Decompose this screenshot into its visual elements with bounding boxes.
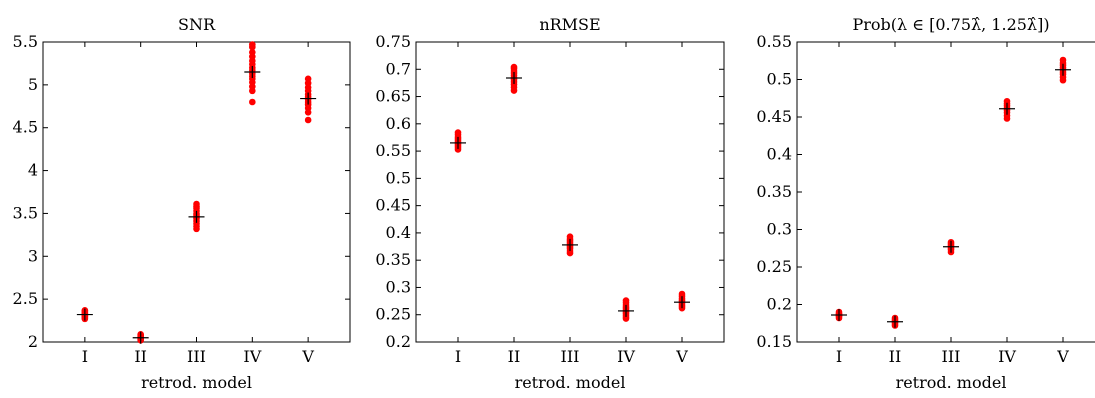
y-tick-label: 0.4 (767, 145, 792, 164)
y-tick-label: 0.35 (375, 250, 411, 269)
x-tick-label: III (561, 347, 580, 366)
x-tick-label: IV (617, 347, 635, 366)
x-tick-label: V (301, 347, 314, 366)
y-tick-label: 0.2 (767, 295, 792, 314)
plot-frame (415, 41, 725, 343)
y-tick-label: 0.55 (756, 32, 792, 51)
x-tick-label: IV (243, 347, 261, 366)
x-tick-label: I (82, 347, 88, 366)
plot-frame (42, 41, 351, 343)
y-tick-label: 4.5 (13, 118, 38, 137)
x-tick-label: V (675, 347, 688, 366)
data-point (249, 48, 256, 56)
x-tick-label: I (836, 347, 842, 366)
y-tick-label: 0.25 (375, 305, 411, 324)
y-tick-label: 0.3 (767, 220, 792, 239)
plot-frame (796, 41, 1095, 343)
x-tick-label: II (889, 347, 902, 366)
chart-title: nRMSE (539, 15, 600, 34)
y-tick-label: 5.5 (13, 32, 38, 51)
x-tick-label: III (187, 347, 206, 366)
x-tick-label: II (134, 347, 147, 366)
data-point (249, 41, 256, 48)
y-tick-label: 5 (28, 75, 38, 94)
data-point (1003, 97, 1011, 105)
y-tick-label: 2 (28, 332, 38, 351)
y-tick-label: 0.75 (375, 32, 411, 51)
y-tick-label: 0.2 (386, 332, 411, 351)
y-tick-label: 3 (28, 246, 38, 265)
chart-panel-3: 0.150.20.250.30.350.40.450.50.55I II III IV… (756, 15, 1095, 392)
y-tick-label: 3.5 (13, 203, 38, 222)
chart-panel-2: 0.2 0.25 0.3 0.35 0.4 0.45 0.5 0.55 0.6 0.65 0.7 0.… (375, 15, 725, 392)
chart-title: Prob(λ ∈ [0.75λ̂, 1.25λ̂]) (852, 15, 1049, 34)
y-tick-label: 0.6 (386, 114, 411, 133)
y-tick-label: 0.35 (756, 182, 792, 201)
data-point (1059, 56, 1067, 64)
data-point (510, 63, 518, 71)
y-tick-label: 0.55 (375, 141, 411, 160)
data-point (304, 116, 312, 124)
y-tick-label: 0.45 (756, 107, 792, 126)
x-tick-label: IV (998, 347, 1016, 366)
data-point (304, 75, 312, 83)
x-axis-title: retrod. model (141, 373, 252, 392)
chart-title: SNR (178, 15, 216, 34)
y-tick-label: 0.4 (386, 223, 411, 242)
y-tick-label: 0.3 (386, 277, 411, 296)
x-tick-label: II (508, 347, 521, 366)
data-point (193, 200, 200, 208)
y-tick-label: 0.5 (386, 168, 411, 187)
y-tick-label: 4 (28, 161, 38, 180)
x-axis-title: retrod. model (515, 373, 626, 392)
data-point (678, 290, 686, 298)
data-point (566, 233, 574, 241)
x-tick-label: V (1056, 347, 1069, 366)
y-tick-label: 0.65 (375, 87, 411, 106)
data-point (622, 297, 630, 304)
y-tick-label: 0.5 (767, 70, 792, 89)
y-tick-label: 0.25 (756, 257, 792, 276)
x-tick-label: III (942, 347, 961, 366)
y-tick-label: 0.15 (756, 332, 792, 351)
x-tick-label: I (455, 347, 461, 366)
data-point (454, 129, 462, 136)
y-tick-label: 0.45 (375, 196, 411, 215)
x-axis-title: retrod. model (896, 373, 1007, 392)
data-point (249, 98, 256, 106)
y-tick-label: 2.5 (13, 289, 38, 308)
y-tick-label: 0.7 (386, 59, 411, 78)
